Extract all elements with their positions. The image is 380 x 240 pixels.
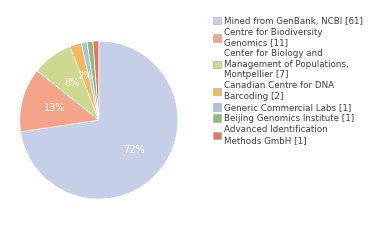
Text: 13%: 13% — [44, 103, 65, 113]
Text: 72%: 72% — [123, 145, 144, 155]
Wedge shape — [70, 43, 99, 120]
Wedge shape — [81, 42, 99, 120]
Wedge shape — [21, 41, 178, 199]
Legend: Mined from GenBank, NCBI [61], Centre for Biodiversity
Genomics [11], Center for: Mined from GenBank, NCBI [61], Centre fo… — [212, 16, 364, 146]
Text: 8%: 8% — [64, 78, 79, 88]
Wedge shape — [37, 46, 99, 120]
Wedge shape — [93, 41, 99, 120]
Wedge shape — [87, 41, 99, 120]
Text: 2%: 2% — [78, 71, 93, 81]
Wedge shape — [20, 71, 99, 132]
